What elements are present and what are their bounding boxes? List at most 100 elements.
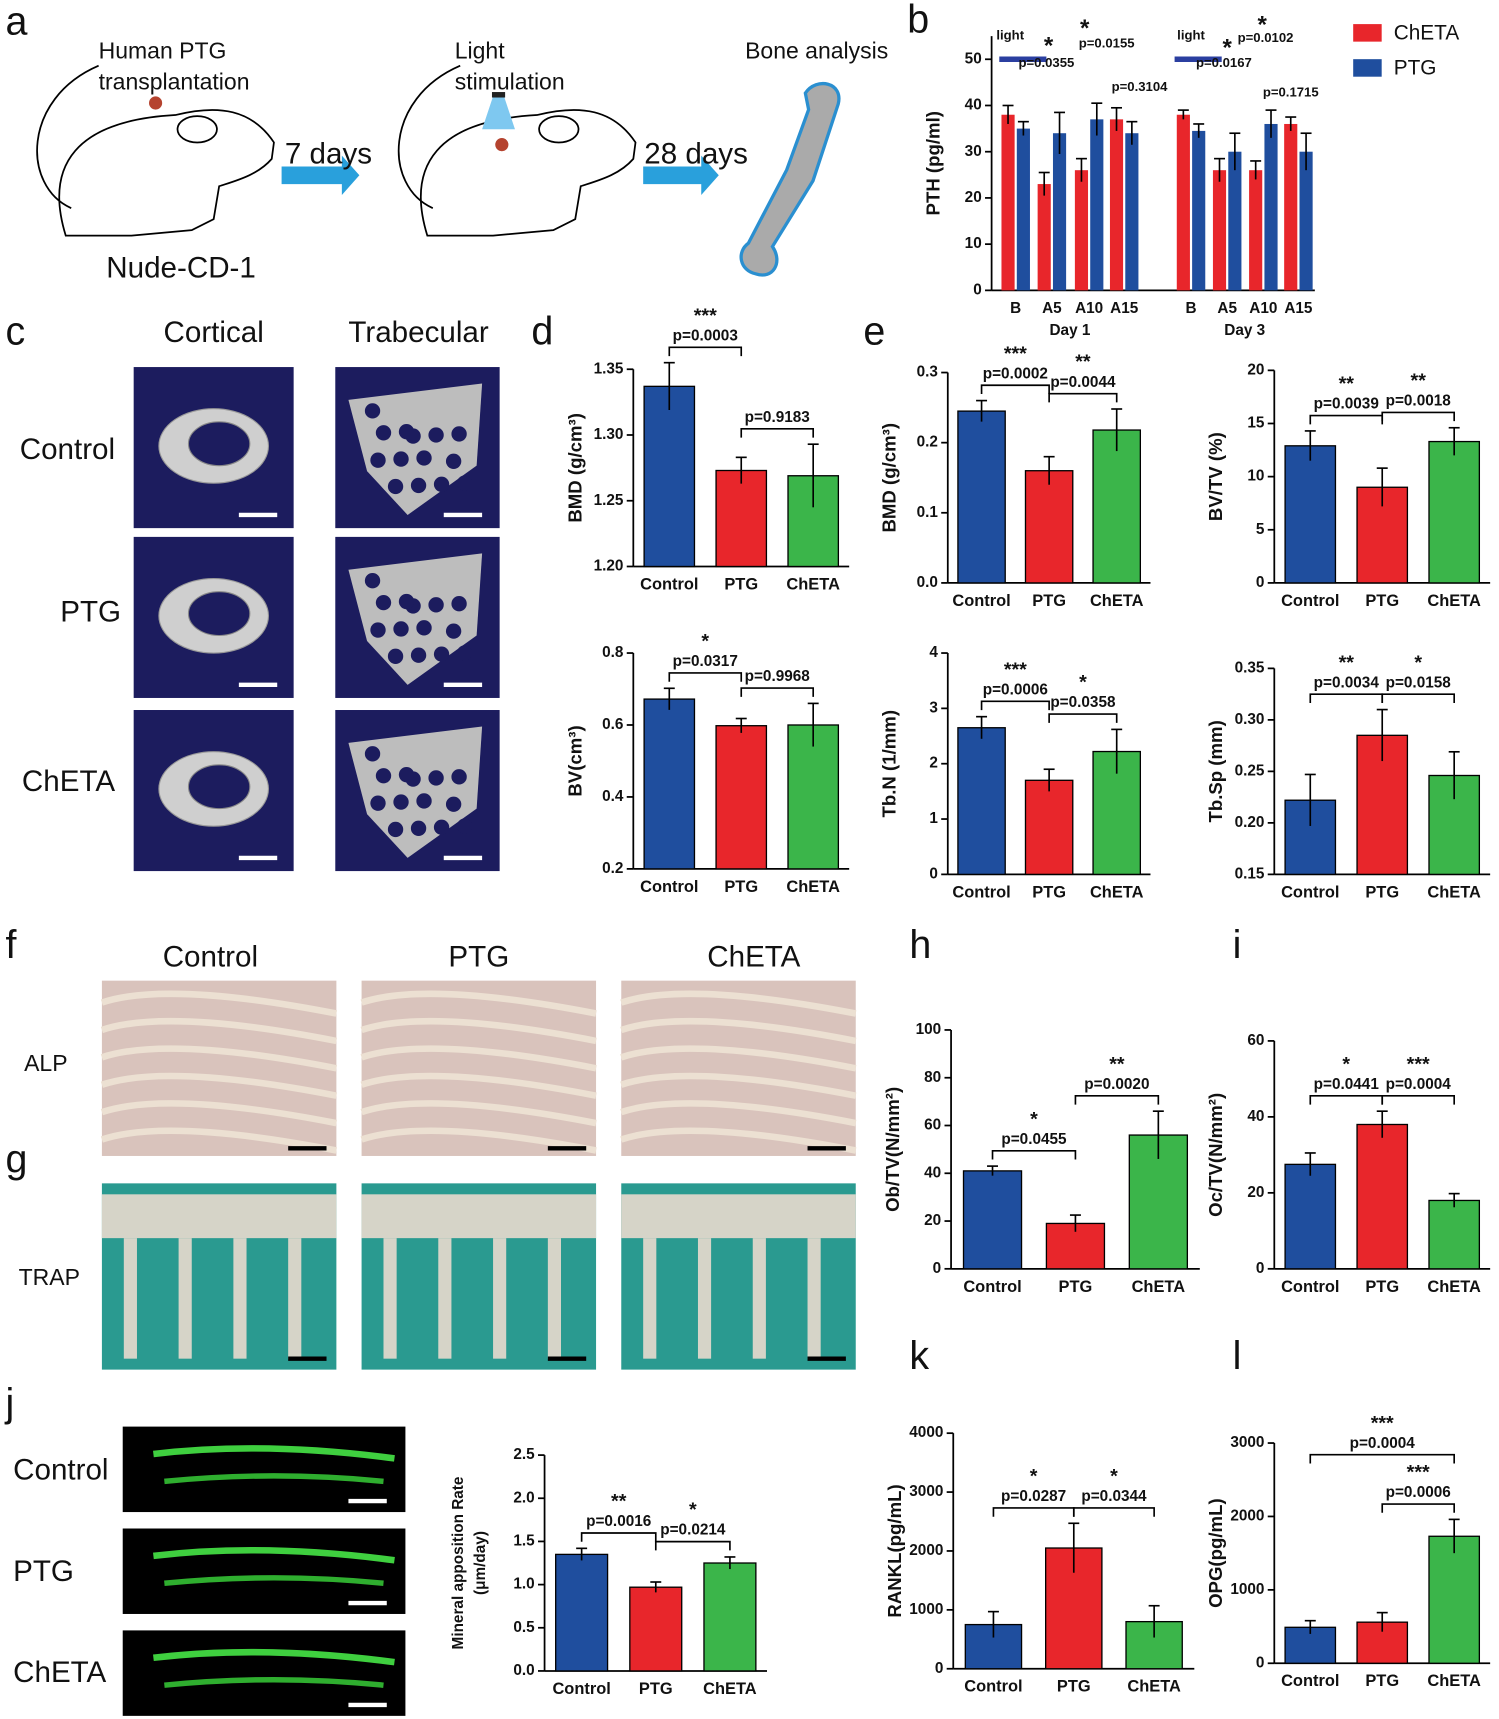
y-axis-label: BV/TV (%): [1205, 432, 1226, 521]
y-tick-label: 60: [924, 1117, 941, 1134]
trabecular-space: [445, 623, 462, 639]
x-tick-label: B: [1185, 300, 1196, 317]
y-axis-label: BV(cm³): [564, 725, 585, 796]
y-tick-label: 0.20: [1235, 814, 1265, 831]
p-value: p=0.0039: [1314, 396, 1379, 413]
x-tick-label: PTG: [1365, 883, 1399, 901]
y-axis-label: Mineral apposition Rate: [450, 1477, 467, 1650]
trabecular-space: [387, 821, 404, 838]
panel-letter: h: [909, 923, 931, 967]
label: stimulation: [455, 68, 565, 94]
significance-bracket: [654, 1540, 731, 1551]
trabecular-space: [416, 793, 432, 809]
bar: [1109, 119, 1124, 291]
y-tick-label: 0.8: [602, 644, 624, 661]
bar: [715, 725, 768, 870]
bar: [1249, 170, 1263, 291]
significance-bracket: [1048, 392, 1118, 403]
chart: 0 20 40 60 Oc/TV(N/mm²) Control PTG ChETA p=0.04…: [1205, 1032, 1491, 1296]
bar: [1428, 1535, 1481, 1664]
y-tick-label: 2000: [1230, 1507, 1264, 1524]
y-tick-label: 0.30: [1235, 711, 1265, 728]
x-tick-label: ChETA: [786, 575, 840, 593]
bone-trabecula: [620, 1017, 857, 1045]
y-tick-label: 0.1: [917, 504, 939, 521]
bone-trabecula: [360, 1127, 597, 1154]
row-header: PTG: [13, 1555, 74, 1588]
bar: [962, 1170, 1023, 1270]
trabecular-space: [410, 647, 427, 663]
bone-trabecula: [100, 1127, 338, 1154]
bar: [1092, 429, 1142, 584]
trabecular-space: [433, 819, 450, 835]
label: Nude-CD-1: [106, 251, 256, 284]
bar: [787, 724, 840, 870]
annotation: *: [1080, 15, 1090, 42]
y-axis-label: PTH (pg/ml): [923, 111, 944, 215]
panel-letter: l: [1233, 1334, 1242, 1378]
y-tick-label: 0.4: [602, 788, 624, 805]
row-header: ChETA: [13, 1656, 106, 1689]
panel-letter: c: [5, 310, 25, 354]
column-header: PTG: [448, 941, 509, 974]
bone-trabecula: [360, 1072, 597, 1099]
bone-trabecula: [100, 990, 338, 1017]
legend-label: PTG: [1394, 57, 1437, 80]
x-tick-label: ChETA: [1090, 883, 1144, 901]
panel-letter: b: [907, 0, 929, 41]
legend-swatch: [1353, 24, 1382, 42]
bar: [1001, 114, 1015, 291]
y-tick-label: 1.25: [594, 492, 624, 509]
x-tick-label: Control: [952, 592, 1010, 610]
column-header: ChETA: [707, 941, 800, 974]
arrow: [643, 155, 719, 196]
light-source: [491, 92, 506, 98]
panel-letter: k: [909, 1334, 929, 1378]
bar: [643, 385, 696, 568]
row-header: Control: [20, 433, 115, 466]
panel-letter: i: [1233, 923, 1242, 967]
p-value: p=0.0034: [1314, 674, 1380, 691]
trabecular-space: [416, 450, 432, 466]
p-value: p=0.9968: [745, 668, 811, 685]
significance-bracket: [1381, 411, 1456, 422]
significance-bracket: [1309, 1453, 1456, 1464]
x-tick-label: PTG: [724, 878, 758, 896]
x-tick-label: A5: [1042, 300, 1062, 317]
panel-letter: a: [5, 0, 27, 44]
panel-letter: f: [5, 923, 17, 967]
annotation: *: [1222, 35, 1232, 62]
x-tick-label: PTG: [724, 575, 758, 593]
x-tick-label: ChETA: [703, 1680, 757, 1698]
group-label: Day 3: [1224, 322, 1265, 339]
y-tick-label: 20: [1247, 361, 1264, 378]
chart: 0 5 10 15 20 BV/TV (%) Control PTG ChETA p=0.0039…: [1205, 361, 1491, 610]
annotation: p=0.0155: [1079, 35, 1135, 50]
significance-bracket: [1309, 414, 1384, 425]
y-tick-label: 0: [1256, 1654, 1265, 1671]
bone-band: [621, 1194, 856, 1239]
fluorescence-image: [122, 1426, 406, 1513]
trabecular-space: [433, 476, 450, 492]
legend-swatch: [1353, 59, 1382, 77]
p-value: p=0.0158: [1386, 674, 1452, 691]
p-value: p=0.0358: [1050, 694, 1116, 711]
trabecular-space: [428, 597, 444, 613]
y-tick-label: 5: [1256, 521, 1265, 538]
y-tick-label: 1.35: [594, 360, 624, 377]
bar: [1284, 123, 1298, 291]
significance-stars: *: [689, 1499, 697, 1521]
y-tick-label: 0.2: [917, 434, 938, 451]
y-tick-label: 20: [965, 189, 982, 206]
label: transplantation: [99, 68, 250, 94]
bar: [1074, 170, 1089, 291]
trabecular-space: [428, 427, 444, 443]
trabecular-space: [410, 477, 427, 494]
arrow: [281, 155, 360, 196]
significance-stars: *: [701, 630, 709, 652]
bone-trabecula: [178, 1238, 192, 1359]
x-tick-label: Control: [1281, 1278, 1339, 1296]
y-tick-label: 1000: [909, 1601, 943, 1618]
y-axis-label: Oc/TV(N/mm²): [1205, 1093, 1226, 1217]
x-tick-label: Control: [552, 1680, 610, 1698]
